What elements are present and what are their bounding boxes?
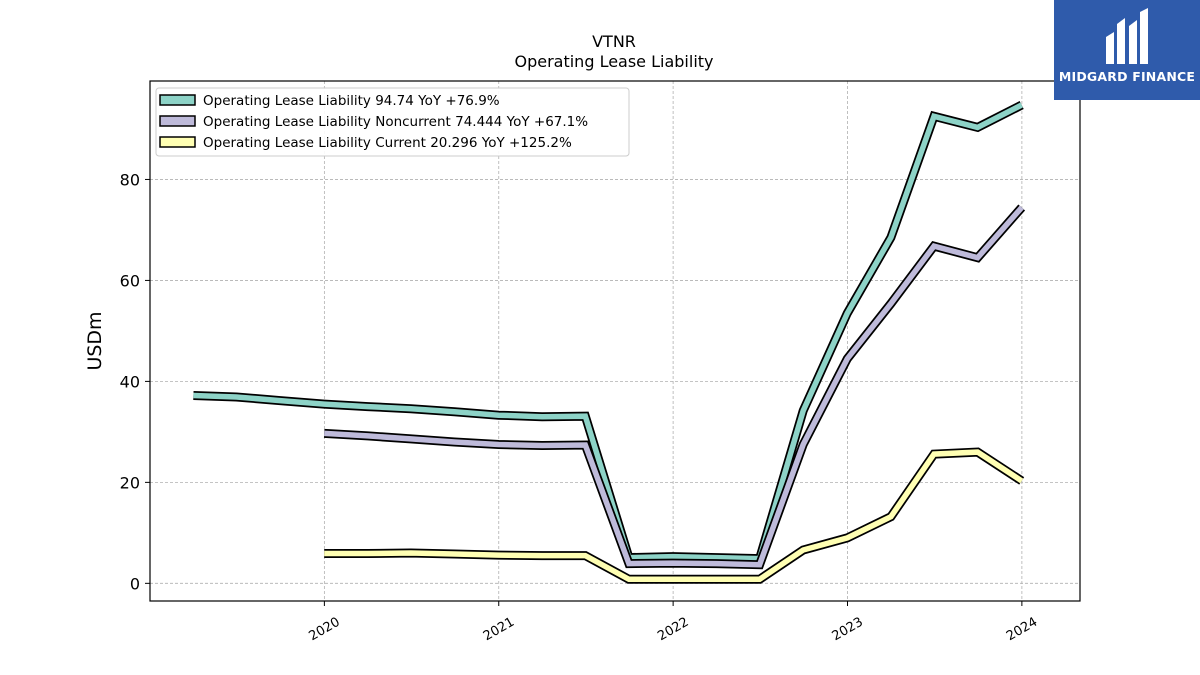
legend: Operating Lease Liability 94.74 YoY +76.… <box>155 87 630 157</box>
y-axis-label: USDm <box>84 311 106 370</box>
legend-swatch <box>159 115 196 127</box>
plot-frame <box>149 80 1081 602</box>
chart-subtitle: Operating Lease Liability <box>514 52 713 71</box>
y-tick-label: 20 <box>120 473 140 492</box>
y-tick-label: 0 <box>130 574 140 593</box>
series-stroke <box>324 449 1024 583</box>
x-tick-label: 2021 <box>481 615 517 645</box>
legend-swatch <box>159 94 196 106</box>
series-line-2 <box>324 447 1025 584</box>
x-tick-label: 2023 <box>830 615 866 645</box>
y-tick-label: 80 <box>120 170 140 189</box>
y-tick-label: 40 <box>120 372 140 391</box>
y-tick-label: 60 <box>120 271 140 290</box>
axis-ticks: 2020 2021 2022 2023 2024 0 20 40 60 80 <box>120 170 1041 644</box>
brand-logo: MIDGARD FINANCE <box>1054 0 1200 100</box>
grid <box>150 81 1080 601</box>
series-stroke <box>324 205 1024 568</box>
x-tick-label: 2022 <box>655 615 691 645</box>
series-stroke <box>193 102 1023 562</box>
legend-swatch <box>159 136 196 148</box>
x-tick-label: 2024 <box>1004 615 1040 645</box>
logo-mark-icon <box>1106 8 1148 64</box>
x-tick-label: 2020 <box>307 615 343 645</box>
series-lines <box>193 100 1026 584</box>
legend-label: Operating Lease Liability 94.74 YoY +76.… <box>203 93 500 109</box>
series-line-0 <box>193 100 1024 564</box>
series-line-1 <box>323 204 1026 570</box>
legend-label: Operating Lease Liability Current 20.296… <box>203 135 572 151</box>
logo-text: MIDGARD FINANCE <box>1058 69 1196 84</box>
legend-box <box>155 87 630 157</box>
chart-title: VTNR <box>592 32 636 51</box>
legend-label: Operating Lease Liability Noncurrent 74.… <box>203 114 588 130</box>
